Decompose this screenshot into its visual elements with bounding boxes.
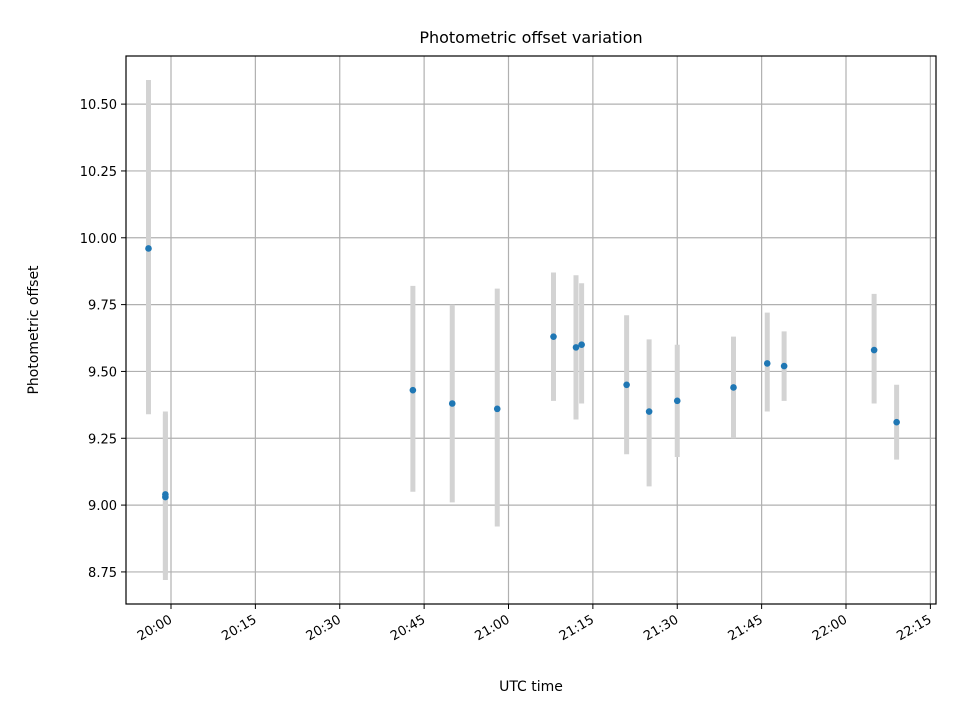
data-point	[645, 408, 653, 415]
x-tick-label: 21:45	[726, 612, 766, 644]
y-tick-label: 10.00	[80, 232, 117, 247]
data-point	[572, 344, 580, 351]
y-tick-label: 8.75	[88, 566, 117, 581]
y-tick-label: 10.50	[80, 98, 117, 113]
y-tick-label: 9.50	[88, 365, 117, 380]
chart-title: Photometric offset variation	[419, 28, 642, 47]
x-tick-label: 21:15	[557, 612, 597, 644]
y-axis-label: Photometric offset	[26, 265, 42, 395]
data-point	[730, 384, 737, 391]
x-tick-label: 22:00	[810, 612, 850, 644]
x-tick-label: 20:00	[135, 612, 175, 644]
y-tick-label: 9.75	[88, 299, 117, 314]
data-point	[448, 400, 456, 407]
point-layer	[145, 245, 900, 501]
data-point	[623, 381, 630, 389]
x-tick-label: 22:15	[894, 612, 934, 644]
data-point	[763, 360, 771, 367]
x-axis-label: UTC time	[499, 679, 563, 695]
data-point	[893, 418, 900, 426]
data-point	[162, 491, 169, 498]
data-point	[145, 245, 152, 252]
data-point	[870, 346, 878, 354]
y-tick-label: 9.00	[88, 499, 117, 514]
grid-layer	[126, 56, 936, 604]
data-point	[550, 333, 557, 340]
x-tick-label: 20:15	[219, 612, 259, 644]
data-point	[493, 405, 501, 413]
y-tick-label: 9.25	[88, 432, 117, 447]
y-tick-label: 10.25	[80, 165, 117, 180]
data-point	[578, 341, 585, 349]
x-tick-label: 20:45	[388, 612, 428, 644]
x-tick-label: 21:00	[473, 612, 513, 644]
x-tick-label: 20:30	[304, 612, 344, 644]
data-point	[780, 362, 788, 370]
plot-frame	[125, 55, 937, 605]
data-point	[409, 386, 417, 394]
data-point	[673, 397, 681, 405]
x-tick-label: 21:30	[641, 612, 681, 644]
